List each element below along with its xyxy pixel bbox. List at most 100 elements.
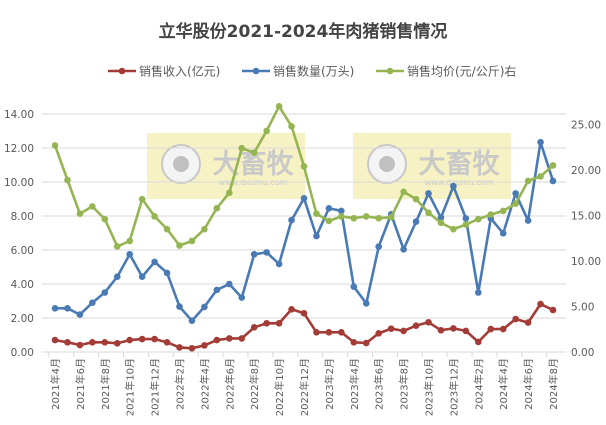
data-point xyxy=(101,215,109,223)
data-point xyxy=(250,250,258,258)
data-point xyxy=(250,149,258,157)
data-point xyxy=(338,207,345,215)
data-point xyxy=(201,303,208,311)
data-point xyxy=(512,200,519,207)
legend-marker xyxy=(386,67,394,75)
legend-label: 销售均价(元/公斤)右 xyxy=(407,64,516,79)
data-point xyxy=(313,210,320,217)
data-point xyxy=(462,221,470,228)
data-point xyxy=(64,176,71,184)
left-axis-tick-label: 4.00 xyxy=(11,279,34,291)
data-point xyxy=(400,246,407,253)
data-point xyxy=(163,225,171,233)
data-point xyxy=(163,269,171,277)
x-axis-tick-label: 2022年12月 xyxy=(298,358,311,416)
x-axis-tick-label: 2023年6月 xyxy=(373,358,386,410)
data-point xyxy=(226,280,233,288)
data-point xyxy=(537,300,544,308)
data-point xyxy=(475,215,482,223)
data-point xyxy=(499,325,507,333)
legend: 销售收入(亿元) 销售数量(万头) 销售均价(元/公斤)右 xyxy=(108,64,516,79)
data-point xyxy=(537,138,544,146)
watermark-logo-icon xyxy=(173,156,189,172)
data-point xyxy=(138,195,146,203)
data-point xyxy=(437,326,445,334)
data-point xyxy=(350,283,358,291)
data-point xyxy=(275,319,283,327)
x-axis-tick-label: 2024年8月 xyxy=(547,358,560,410)
data-point xyxy=(163,339,171,346)
data-point xyxy=(487,325,495,333)
data-point xyxy=(462,327,470,335)
data-point xyxy=(213,204,221,212)
data-point xyxy=(101,289,109,296)
data-point xyxy=(512,315,519,323)
data-point xyxy=(226,335,233,342)
data-point xyxy=(512,190,519,197)
legend-label: 销售收入(亿元) xyxy=(139,64,220,79)
x-axis-tick-label: 2021年8月 xyxy=(99,358,112,410)
data-point xyxy=(437,219,445,227)
x-axis-tick-label: 2022年6月 xyxy=(223,358,236,410)
data-point xyxy=(338,213,345,220)
data-point xyxy=(226,189,233,197)
data-point xyxy=(288,216,295,224)
data-point xyxy=(89,299,96,307)
data-point xyxy=(89,339,96,346)
right-axis-tick-label: 0.00 xyxy=(571,347,594,359)
x-axis-tick-label: 2023年12月 xyxy=(447,358,460,416)
data-point xyxy=(188,344,196,352)
right-axis-tick-label: 15.00 xyxy=(571,211,601,223)
x-axis-tick-label: 2021年4月 xyxy=(49,358,62,410)
data-point xyxy=(51,142,59,149)
data-point xyxy=(350,214,358,222)
data-point xyxy=(176,344,183,351)
data-point xyxy=(475,338,482,346)
x-axis-tick-label: 2023年10月 xyxy=(423,358,436,416)
left-axis-tick-label: 2.00 xyxy=(11,313,34,325)
x-axis-tick-label: 2021年10月 xyxy=(124,358,137,416)
data-point xyxy=(126,250,133,258)
data-point xyxy=(300,195,308,202)
data-point xyxy=(288,306,295,313)
x-axis-tick-label: 2024年4月 xyxy=(497,358,510,410)
left-axis-tick-label: 8.00 xyxy=(11,211,34,223)
data-point xyxy=(338,328,345,336)
data-point xyxy=(151,335,158,343)
x-axis-tick-label: 2024年6月 xyxy=(522,358,535,410)
data-point xyxy=(400,327,407,335)
left-axis-tick-label: 14.00 xyxy=(4,109,34,121)
data-point xyxy=(450,182,457,190)
data-point xyxy=(300,309,308,317)
data-point xyxy=(375,243,383,250)
data-point xyxy=(325,205,333,212)
x-axis-tick-label: 2022年4月 xyxy=(198,358,211,410)
data-point xyxy=(537,173,544,180)
left-axis-tick-label: 0.00 xyxy=(11,347,34,359)
data-point xyxy=(325,328,333,336)
data-point xyxy=(126,237,133,245)
data-point xyxy=(437,214,445,221)
x-axis-tick-label: 2021年12月 xyxy=(149,358,162,416)
data-point xyxy=(288,123,295,130)
x-axis-tick-label: 2023年4月 xyxy=(348,358,361,410)
data-point xyxy=(412,218,420,225)
data-point xyxy=(89,203,96,210)
data-point xyxy=(213,286,221,294)
data-point xyxy=(126,336,133,344)
data-point xyxy=(487,211,495,218)
data-point xyxy=(350,339,358,346)
legend-marker xyxy=(118,67,126,75)
data-point xyxy=(524,177,532,185)
data-point xyxy=(76,311,84,318)
x-axis-tick-label: 2023年8月 xyxy=(398,358,411,410)
x-axis-tick-label: 2022年8月 xyxy=(248,358,261,410)
x-axis-tick-label: 2024年2月 xyxy=(472,358,485,410)
gridlines xyxy=(42,113,566,353)
data-point xyxy=(412,195,420,203)
data-point xyxy=(188,237,196,245)
data-point xyxy=(549,306,557,314)
axes: 0.00 2.00 4.00 6.00 8.00 10.00 12.00 14.00 0.00 5… xyxy=(4,109,601,416)
data-point xyxy=(313,232,320,240)
